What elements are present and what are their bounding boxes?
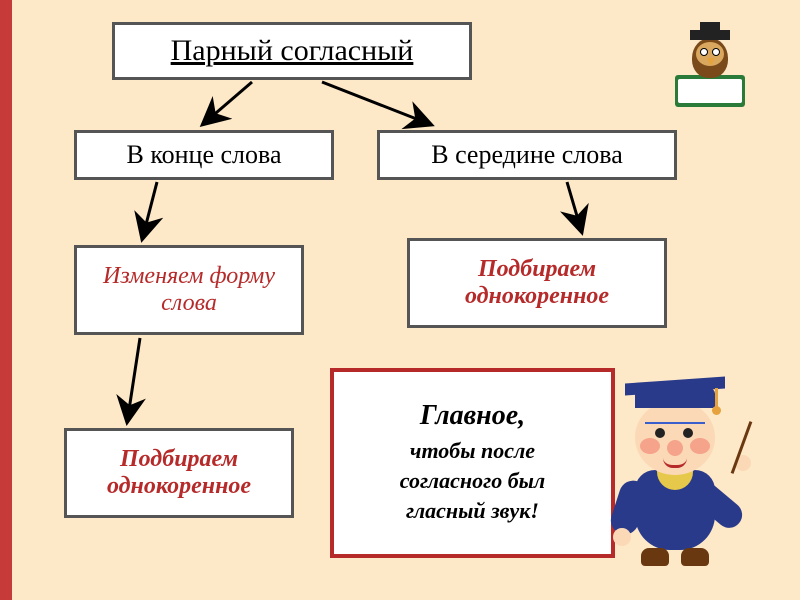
step-change-text: Изменяем форму слова: [91, 263, 287, 317]
branch-mid-node: В середине слова: [377, 130, 677, 180]
rule-line2: согласного был: [400, 466, 545, 496]
branch-end-node: В конце слова: [74, 130, 334, 180]
rule-line3: гласный звук!: [406, 496, 539, 526]
title-node: Парный согласный: [112, 22, 472, 80]
professor-icon: [585, 360, 755, 580]
step-pick-left-text: Подбираем однокоренное: [81, 446, 277, 500]
branch-end-label: В конце слова: [126, 140, 281, 170]
branch-mid-label: В середине слова: [431, 140, 623, 170]
rule-line1: чтобы после: [410, 436, 535, 466]
step-pick-right-node: Подбираем однокоренное: [407, 238, 667, 328]
step-change-node: Изменяем форму слова: [74, 245, 304, 335]
title-text: Парный согласный: [171, 34, 414, 68]
rule-box: Главное, чтобы после согласного был глас…: [330, 368, 615, 558]
step-pick-right-text: Подбираем однокоренное: [424, 256, 650, 310]
owl-icon: [670, 20, 750, 110]
step-pick-left-node: Подбираем однокоренное: [64, 428, 294, 518]
rule-head: Главное,: [420, 400, 525, 432]
